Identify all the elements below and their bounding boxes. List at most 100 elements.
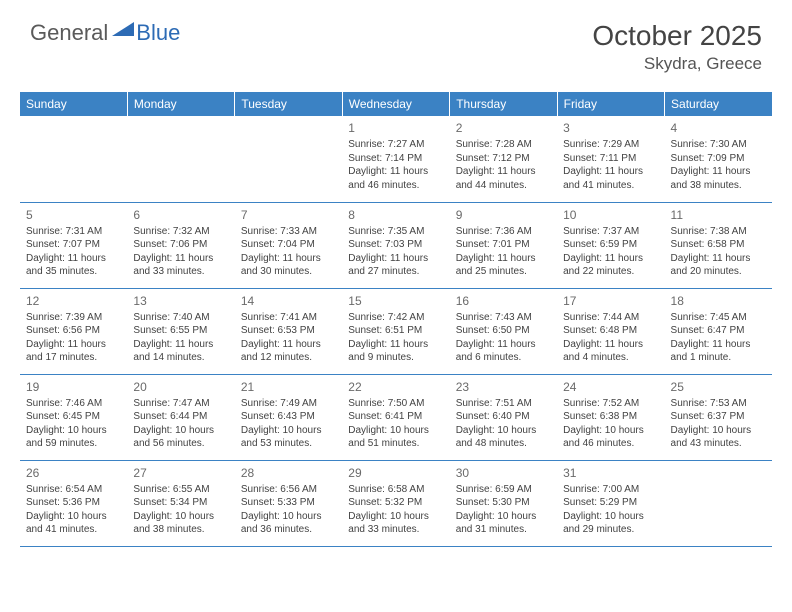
- day-number: 5: [26, 207, 121, 223]
- day-header-row: SundayMondayTuesdayWednesdayThursdayFrid…: [20, 92, 772, 116]
- day-info: Sunrise: 7:31 AMSunset: 7:07 PMDaylight:…: [26, 225, 121, 279]
- day-number: 19: [26, 379, 121, 395]
- day-info: Sunrise: 7:43 AMSunset: 6:50 PMDaylight:…: [456, 311, 551, 365]
- calendar-week: 26Sunrise: 6:54 AMSunset: 5:36 PMDayligh…: [20, 460, 772, 546]
- day-number: 25: [671, 379, 766, 395]
- day-number: 13: [133, 293, 228, 309]
- day-header: Saturday: [665, 92, 772, 116]
- day-number: 10: [563, 207, 658, 223]
- calendar-cell: 20 Sunrise: 7:47 AMSunset: 6:44 PMDayligh…: [127, 374, 234, 460]
- calendar-cell: 2 Sunrise: 7:28 AMSunset: 7:12 PMDaylight…: [450, 116, 557, 202]
- day-number: 23: [456, 379, 551, 395]
- day-info: Sunrise: 6:58 AMSunset: 5:32 PMDaylight:…: [348, 483, 443, 537]
- calendar-cell: 7 Sunrise: 7:33 AMSunset: 7:04 PMDaylight…: [235, 202, 342, 288]
- day-number: 6: [133, 207, 228, 223]
- day-info: Sunrise: 7:36 AMSunset: 7:01 PMDaylight:…: [456, 225, 551, 279]
- calendar-cell: 13Sunrise: 7:40 AMSunset: 6:55 PMDayligh…: [127, 288, 234, 374]
- day-info: Sunrise: 7:52 AMSunset: 6:38 PMDaylight:…: [563, 397, 658, 451]
- day-number: 7: [241, 207, 336, 223]
- day-info: Sunrise: 7:41 AMSunset: 6:53 PMDaylight:…: [241, 311, 336, 365]
- calendar-cell: [665, 460, 772, 546]
- calendar-week: 19 Sunrise: 7:46 AMSunset: 6:45 PMDayligh…: [20, 374, 772, 460]
- day-number: 17: [563, 293, 658, 309]
- calendar-cell: 18Sunrise: 7:45 AMSunset: 6:47 PMDayligh…: [665, 288, 772, 374]
- day-header: Friday: [557, 92, 664, 116]
- day-number: 4: [671, 120, 766, 136]
- day-info: Sunrise: 7:33 AMSunset: 7:04 PMDaylight:…: [241, 225, 336, 279]
- day-info: Sunrise: 6:55 AMSunset: 5:34 PMDaylight:…: [133, 483, 228, 537]
- calendar-cell: 24 Sunrise: 7:52 AMSunset: 6:38 PMDayligh…: [557, 374, 664, 460]
- calendar-cell: 15 Sunrise: 7:42 AMSunset: 6:51 PMDayligh…: [342, 288, 449, 374]
- header: General Blue October 2025 Skydra, Greece: [0, 0, 792, 84]
- day-number: 27: [133, 465, 228, 481]
- calendar-cell: 8 Sunrise: 7:35 AMSunset: 7:03 PMDaylight…: [342, 202, 449, 288]
- day-info: Sunrise: 7:27 AMSunset: 7:14 PMDaylight:…: [348, 138, 443, 192]
- day-number: 9: [456, 207, 551, 223]
- day-header: Tuesday: [235, 92, 342, 116]
- day-info: Sunrise: 7:35 AMSunset: 7:03 PMDaylight:…: [348, 225, 443, 279]
- calendar-cell: 22Sunrise: 7:50 AMSunset: 6:41 PMDayligh…: [342, 374, 449, 460]
- location: Skydra, Greece: [592, 54, 762, 74]
- day-number: 3: [563, 120, 658, 136]
- calendar-cell: 3 Sunrise: 7:29 AMSunset: 7:11 PMDaylight…: [557, 116, 664, 202]
- day-number: 30: [456, 465, 551, 481]
- day-number: 24: [563, 379, 658, 395]
- day-number: 11: [671, 207, 766, 223]
- day-info: Sunrise: 7:53 AMSunset: 6:37 PMDaylight:…: [671, 397, 766, 451]
- calendar-cell: 5 Sunrise: 7:31 AMSunset: 7:07 PMDaylight…: [20, 202, 127, 288]
- day-info: Sunrise: 7:42 AMSunset: 6:51 PMDaylight:…: [348, 311, 443, 365]
- day-number: 20: [133, 379, 228, 395]
- day-number: 1: [348, 120, 443, 136]
- day-number: 15: [348, 293, 443, 309]
- calendar-cell: [20, 116, 127, 202]
- calendar-table: SundayMondayTuesdayWednesdayThursdayFrid…: [20, 92, 772, 547]
- calendar-cell: 31Sunrise: 7:00 AMSunset: 5:29 PMDayligh…: [557, 460, 664, 546]
- day-info: Sunrise: 6:59 AMSunset: 5:30 PMDaylight:…: [456, 483, 551, 537]
- calendar-week: 12 Sunrise: 7:39 AMSunset: 6:56 PMDayligh…: [20, 288, 772, 374]
- calendar-cell: 28 Sunrise: 6:56 AMSunset: 5:33 PMDayligh…: [235, 460, 342, 546]
- day-info: Sunrise: 7:28 AMSunset: 7:12 PMDaylight:…: [456, 138, 551, 192]
- calendar-cell: 17Sunrise: 7:44 AMSunset: 6:48 PMDayligh…: [557, 288, 664, 374]
- calendar-cell: 19 Sunrise: 7:46 AMSunset: 6:45 PMDayligh…: [20, 374, 127, 460]
- calendar-cell: 12 Sunrise: 7:39 AMSunset: 6:56 PMDayligh…: [20, 288, 127, 374]
- calendar-cell: 26Sunrise: 6:54 AMSunset: 5:36 PMDayligh…: [20, 460, 127, 546]
- day-info: Sunrise: 7:46 AMSunset: 6:45 PMDaylight:…: [26, 397, 121, 451]
- day-info: Sunrise: 7:47 AMSunset: 6:44 PMDaylight:…: [133, 397, 228, 451]
- calendar-cell: [127, 116, 234, 202]
- day-number: 12: [26, 293, 121, 309]
- day-number: 28: [241, 465, 336, 481]
- calendar-cell: 21 Sunrise: 7:49 AMSunset: 6:43 PMDayligh…: [235, 374, 342, 460]
- day-info: Sunrise: 7:49 AMSunset: 6:43 PMDaylight:…: [241, 397, 336, 451]
- day-number: 18: [671, 293, 766, 309]
- day-info: Sunrise: 7:39 AMSunset: 6:56 PMDaylight:…: [26, 311, 121, 365]
- day-number: 16: [456, 293, 551, 309]
- calendar-cell: 27 Sunrise: 6:55 AMSunset: 5:34 PMDayligh…: [127, 460, 234, 546]
- calendar-cell: 30 Sunrise: 6:59 AMSunset: 5:30 PMDayligh…: [450, 460, 557, 546]
- day-number: 14: [241, 293, 336, 309]
- day-number: 2: [456, 120, 551, 136]
- calendar-week: 5 Sunrise: 7:31 AMSunset: 7:07 PMDaylight…: [20, 202, 772, 288]
- calendar-week: 1 Sunrise: 7:27 AMSunset: 7:14 PMDaylight…: [20, 116, 772, 202]
- day-number: 21: [241, 379, 336, 395]
- day-info: Sunrise: 6:56 AMSunset: 5:33 PMDaylight:…: [241, 483, 336, 537]
- calendar-cell: 1 Sunrise: 7:27 AMSunset: 7:14 PMDaylight…: [342, 116, 449, 202]
- calendar-cell: 25 Sunrise: 7:53 AMSunset: 6:37 PMDayligh…: [665, 374, 772, 460]
- day-info: Sunrise: 7:37 AMSunset: 6:59 PMDaylight:…: [563, 225, 658, 279]
- day-header: Sunday: [20, 92, 127, 116]
- day-number: 8: [348, 207, 443, 223]
- day-info: Sunrise: 7:29 AMSunset: 7:11 PMDaylight:…: [563, 138, 658, 192]
- day-info: Sunrise: 6:54 AMSunset: 5:36 PMDaylight:…: [26, 483, 121, 537]
- calendar-cell: 14 Sunrise: 7:41 AMSunset: 6:53 PMDayligh…: [235, 288, 342, 374]
- calendar-cell: 10 Sunrise: 7:37 AMSunset: 6:59 PMDayligh…: [557, 202, 664, 288]
- logo-word-2: Blue: [136, 20, 180, 46]
- calendar-head: SundayMondayTuesdayWednesdayThursdayFrid…: [20, 92, 772, 116]
- calendar-cell: [235, 116, 342, 202]
- logo-word-1: General: [30, 20, 108, 46]
- day-number: 29: [348, 465, 443, 481]
- day-number: 22: [348, 379, 443, 395]
- calendar-cell: 23Sunrise: 7:51 AMSunset: 6:40 PMDayligh…: [450, 374, 557, 460]
- calendar-cell: 29 Sunrise: 6:58 AMSunset: 5:32 PMDayligh…: [342, 460, 449, 546]
- day-header: Monday: [127, 92, 234, 116]
- day-header: Thursday: [450, 92, 557, 116]
- calendar-cell: 6Sunrise: 7:32 AMSunset: 7:06 PMDaylight…: [127, 202, 234, 288]
